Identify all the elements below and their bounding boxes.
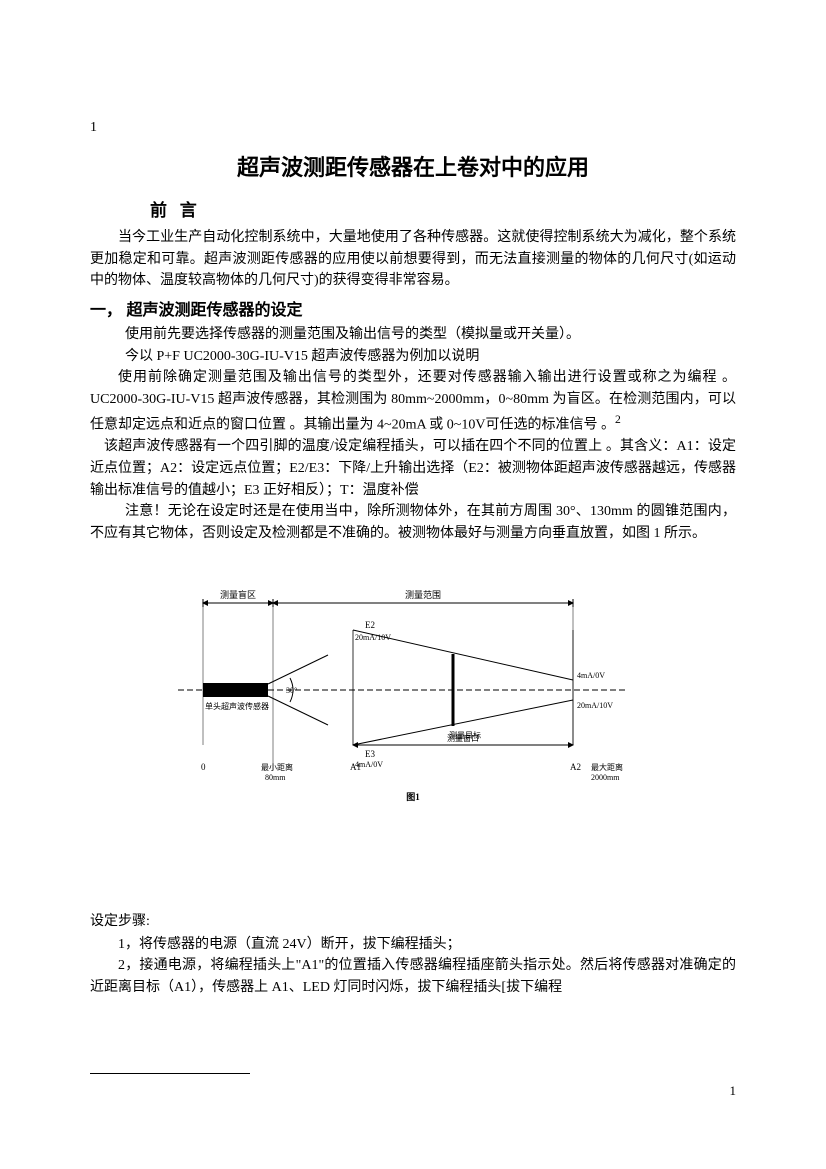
- footnote-separator: [90, 1073, 250, 1074]
- preface-paragraph: 当今工业生产自动化控制系统中，大量地使用了各种传感器。这就使得控制系统大为减化，…: [90, 227, 736, 292]
- svg-text:20mA/10V: 20mA/10V: [577, 701, 613, 710]
- svg-text:E3: E3: [365, 749, 375, 759]
- svg-text:A1: A1: [350, 762, 361, 772]
- section-1-number: 一，: [90, 302, 122, 319]
- footnote-marker: 2: [615, 413, 621, 426]
- svg-text:30°: 30°: [286, 686, 297, 695]
- svg-text:图1: 图1: [406, 792, 420, 802]
- svg-text:80mm: 80mm: [265, 773, 286, 782]
- section-1-title: 超声波测距传感器的设定: [126, 302, 302, 319]
- figure-1-diagram: 测量盲区测量范围单头超声波传感器30°E220mA/10V4mA/0VE34mA…: [173, 575, 653, 820]
- svg-text:测量盲区: 测量盲区: [220, 589, 256, 600]
- section-1-header: 一， 超声波测距传感器的设定: [90, 296, 736, 320]
- svg-text:20mA/10V: 20mA/10V: [355, 633, 391, 642]
- svg-text:4mA/0V: 4mA/0V: [577, 671, 605, 680]
- steps-header: 设定步骤:: [90, 910, 736, 930]
- svg-text:单头超声波传感器: 单头超声波传感器: [205, 701, 269, 711]
- svg-text:E2: E2: [365, 620, 375, 630]
- page-number-top: 1: [90, 120, 97, 136]
- section1-p2: 今以 P+F UC2000-30G-IU-V15 超声波传感器为例加以说明: [90, 346, 736, 368]
- preface-heading: 前 言: [150, 196, 736, 221]
- svg-text:A2: A2: [570, 762, 581, 772]
- section1-p3-text: 使用前除确定测量范围及输出信号的类型外，还要对传感器输入输出进行设置或称之为编程…: [90, 370, 736, 432]
- step-2: 2，接通电源，将编程插头上"A1"的位置插入传感器编程插座箭头指示处。然后将传感…: [90, 955, 736, 998]
- svg-text:最大距离: 最大距离: [591, 762, 623, 772]
- page-number-bottom: 1: [730, 1083, 737, 1099]
- svg-text:测量范围: 测量范围: [405, 589, 441, 600]
- document-title: 超声波测距传感器在上卷对中的应用: [90, 150, 736, 182]
- svg-text:2000mm: 2000mm: [591, 773, 620, 782]
- svg-text:0: 0: [201, 762, 206, 772]
- section1-p4: 该超声波传感器有一个四引脚的温度/设定编程插头，可以插在四个不同的位置上 。其含…: [90, 436, 736, 501]
- section1-p3: 使用前除确定测量范围及输出信号的类型外，还要对传感器输入输出进行设置或称之为编程…: [90, 367, 736, 436]
- section1-p5: 注意！无论在设定时还是在使用当中，除所测物体外，在其前方周围 30°、130mm…: [90, 501, 736, 544]
- svg-text:测量窗口: 测量窗口: [447, 733, 479, 743]
- section1-p1: 使用前先要选择传感器的测量范围及输出信号的类型（模拟量或开关量）。: [90, 324, 736, 346]
- step-1: 1，将传感器的电源（直流 24V）断开，拔下编程插头；: [90, 934, 736, 956]
- svg-text:最小距离: 最小距离: [261, 762, 293, 772]
